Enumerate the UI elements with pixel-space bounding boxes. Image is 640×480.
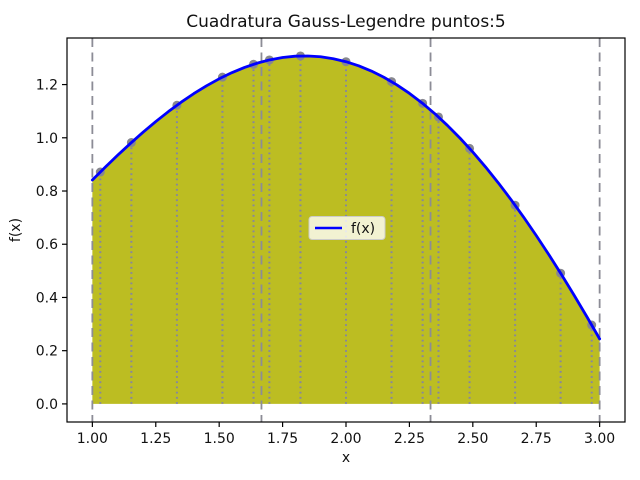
legend-label: f(x) [351, 221, 375, 237]
y-tick-label: 1.0 [36, 131, 58, 147]
function-curve [90, 54, 602, 341]
plot-layers: 1.00 1.25 1.50 1.75 2.00 2.25 2.50 2.75 3.00 0.0 0… [36, 37, 626, 447]
x-tick-label: 1.50 [204, 431, 235, 447]
y-tick-label: 0.6 [36, 237, 58, 253]
chart-title: Cuadratura Gauss-Legendre puntos:5 [186, 12, 505, 32]
x-tick-label: 2.25 [394, 431, 425, 447]
legend-box [308, 216, 386, 240]
x-tick-label: 1.25 [140, 431, 171, 447]
y-tick-label: 0.8 [36, 184, 58, 200]
x-tick-label: 2.75 [521, 431, 552, 447]
x-tick-label: 2.50 [457, 431, 488, 447]
x-tick-label: 1.75 [267, 431, 298, 447]
x-axis-label: x [342, 450, 350, 466]
y-tick-label: 0.2 [36, 344, 58, 360]
y-axis-label: f(x) [8, 218, 24, 242]
x-tick-label: 3.00 [584, 431, 615, 447]
legend: f(x) [308, 216, 386, 240]
x-tick-label: 2.00 [330, 431, 361, 447]
y-tick-label: 1.2 [36, 78, 58, 94]
x-tick-label: 1.00 [77, 431, 108, 447]
y-tick-label: 0.4 [36, 290, 58, 306]
y-tick-label: 0.0 [36, 397, 58, 413]
